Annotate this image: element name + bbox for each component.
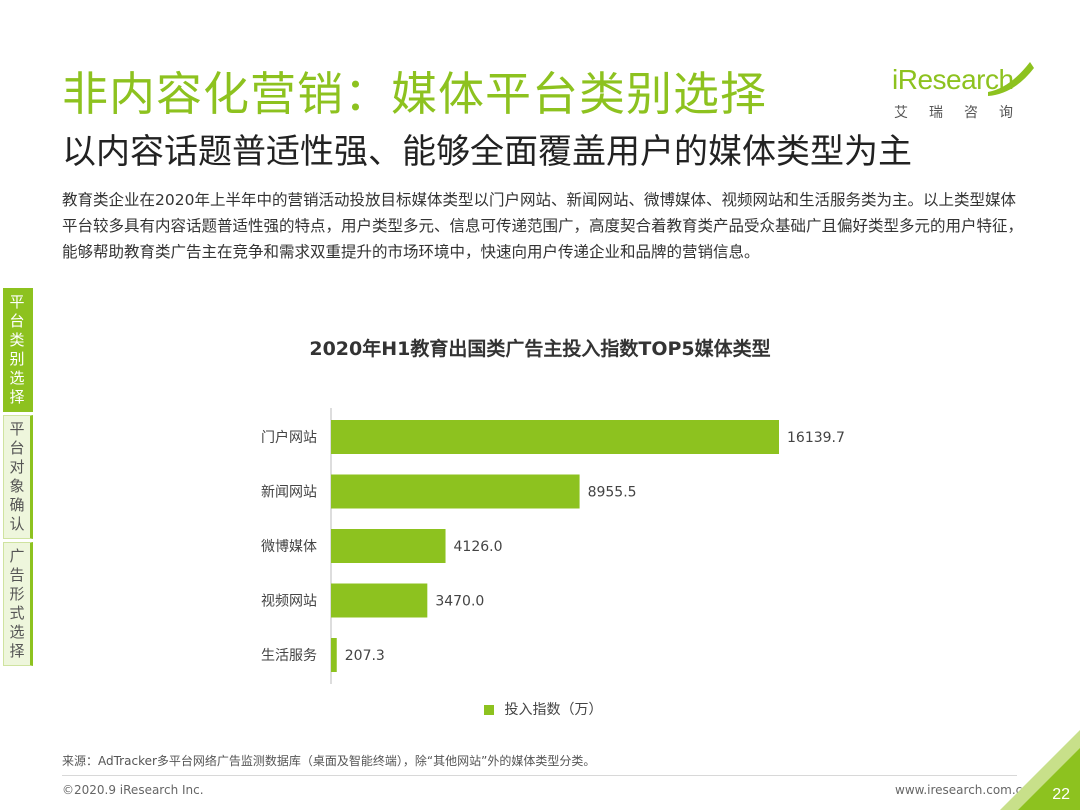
- value-label: 3470.0: [435, 594, 484, 610]
- tab-ad-format[interactable]: 广告形式选择: [3, 542, 33, 666]
- bar: [331, 474, 580, 509]
- page-title: 非内容化营销：媒体平台类别选择: [62, 67, 767, 121]
- side-tabs: 平台类别选择 平台对象确认 广告形式选择: [3, 288, 33, 669]
- bar: [331, 638, 337, 672]
- source-note: 来源：AdTracker多平台网络广告监测数据库（桌面及智能终端），除“其他网站…: [62, 754, 596, 768]
- category-label: 生活服务: [261, 648, 317, 664]
- tab-platform-target[interactable]: 平台对象确认: [3, 415, 33, 539]
- logo-cn: 艾瑞咨询: [894, 105, 1034, 121]
- chart-title: 2020年H1教育出国类广告主投入指数TOP5媒体类型: [309, 338, 771, 360]
- bar: [331, 420, 779, 454]
- page-subtitle: 以内容话题普适性强、能够全面覆盖用户的媒体类型为主: [62, 132, 912, 172]
- legend-label: 投入指数（万）: [504, 702, 603, 718]
- value-label: 16139.7: [787, 430, 845, 446]
- value-label: 207.3: [345, 648, 385, 664]
- category-label: 新闻网站: [261, 485, 317, 501]
- corner-decoration: [1000, 730, 1080, 810]
- category-label: 微博媒体: [261, 538, 317, 555]
- chart-legend: 投入指数（万）: [484, 699, 602, 719]
- logo-swoosh-icon: [988, 62, 1034, 96]
- website-link[interactable]: www.iresearch.com.cn: [895, 783, 1030, 797]
- bar: [331, 583, 428, 618]
- legend-swatch: [484, 705, 494, 715]
- value-label: 4126.0: [454, 539, 503, 555]
- category-label: 门户网站: [261, 429, 317, 446]
- page-number: 22: [1052, 786, 1070, 803]
- copyright: ©2020.9 iResearch Inc.: [62, 783, 204, 797]
- tab-platform-category[interactable]: 平台类别选择: [3, 288, 33, 412]
- intro-paragraph: 教育类企业在2020年上半年中的营销活动投放目标媒体类型以门户网站、新闻网站、微…: [62, 191, 1024, 261]
- footer-divider: [62, 775, 1017, 776]
- category-label: 视频网站: [261, 594, 317, 610]
- value-label: 8955.5: [588, 485, 637, 501]
- iresearch-logo: iResearch 艾瑞咨询: [888, 58, 1038, 128]
- bar: [331, 529, 446, 563]
- logo-brand: iResearch: [892, 64, 1014, 95]
- bar-chart: 门户网站 16139.7 新闻网站 8955.5 微博媒体 4126.0 视频网站 3470.…: [261, 408, 845, 684]
